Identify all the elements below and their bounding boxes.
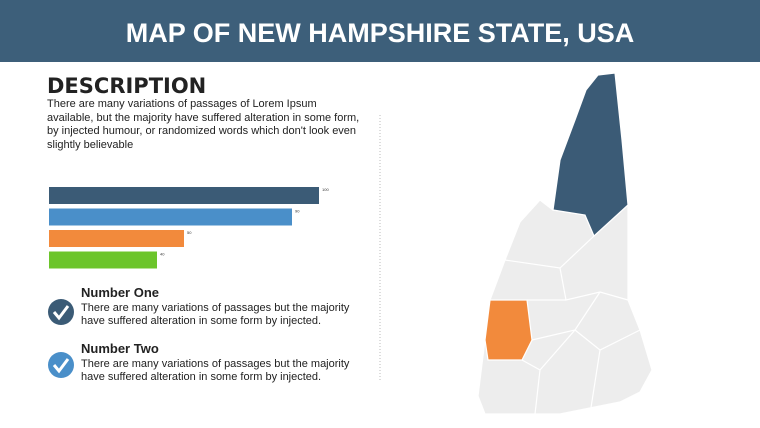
- item-title: Number One: [81, 285, 160, 300]
- description-heading: DESCRIPTION: [47, 74, 207, 98]
- county-sullivan: [484, 299, 533, 361]
- check-one: [48, 299, 74, 325]
- header-bar: [0, 0, 760, 62]
- value-label: 50: [187, 230, 192, 235]
- check-two: [48, 352, 74, 378]
- value-label: 90: [295, 209, 300, 214]
- item-text: There are many variations of passages bu…: [81, 358, 350, 383]
- county-borders: [504, 235, 641, 415]
- bar: [49, 251, 157, 269]
- description-line: There are many variations of passages of…: [47, 98, 360, 137]
- description-line: slightly believable: [47, 138, 134, 151]
- map: [477, 72, 653, 415]
- value-label: 40: [160, 252, 165, 257]
- description-text: There are many variations of passages of…: [47, 98, 365, 152]
- item-text: There are many variations of passages bu…: [81, 302, 350, 327]
- county-coos: [552, 72, 629, 238]
- value-label: 100: [322, 187, 329, 192]
- bar: [49, 230, 184, 247]
- item-title: Number Two: [81, 341, 159, 356]
- title: MAP OF NEW HAMPSHIRE STATE, USA: [125, 18, 635, 48]
- bar: [49, 208, 292, 226]
- bar: [49, 187, 319, 204]
